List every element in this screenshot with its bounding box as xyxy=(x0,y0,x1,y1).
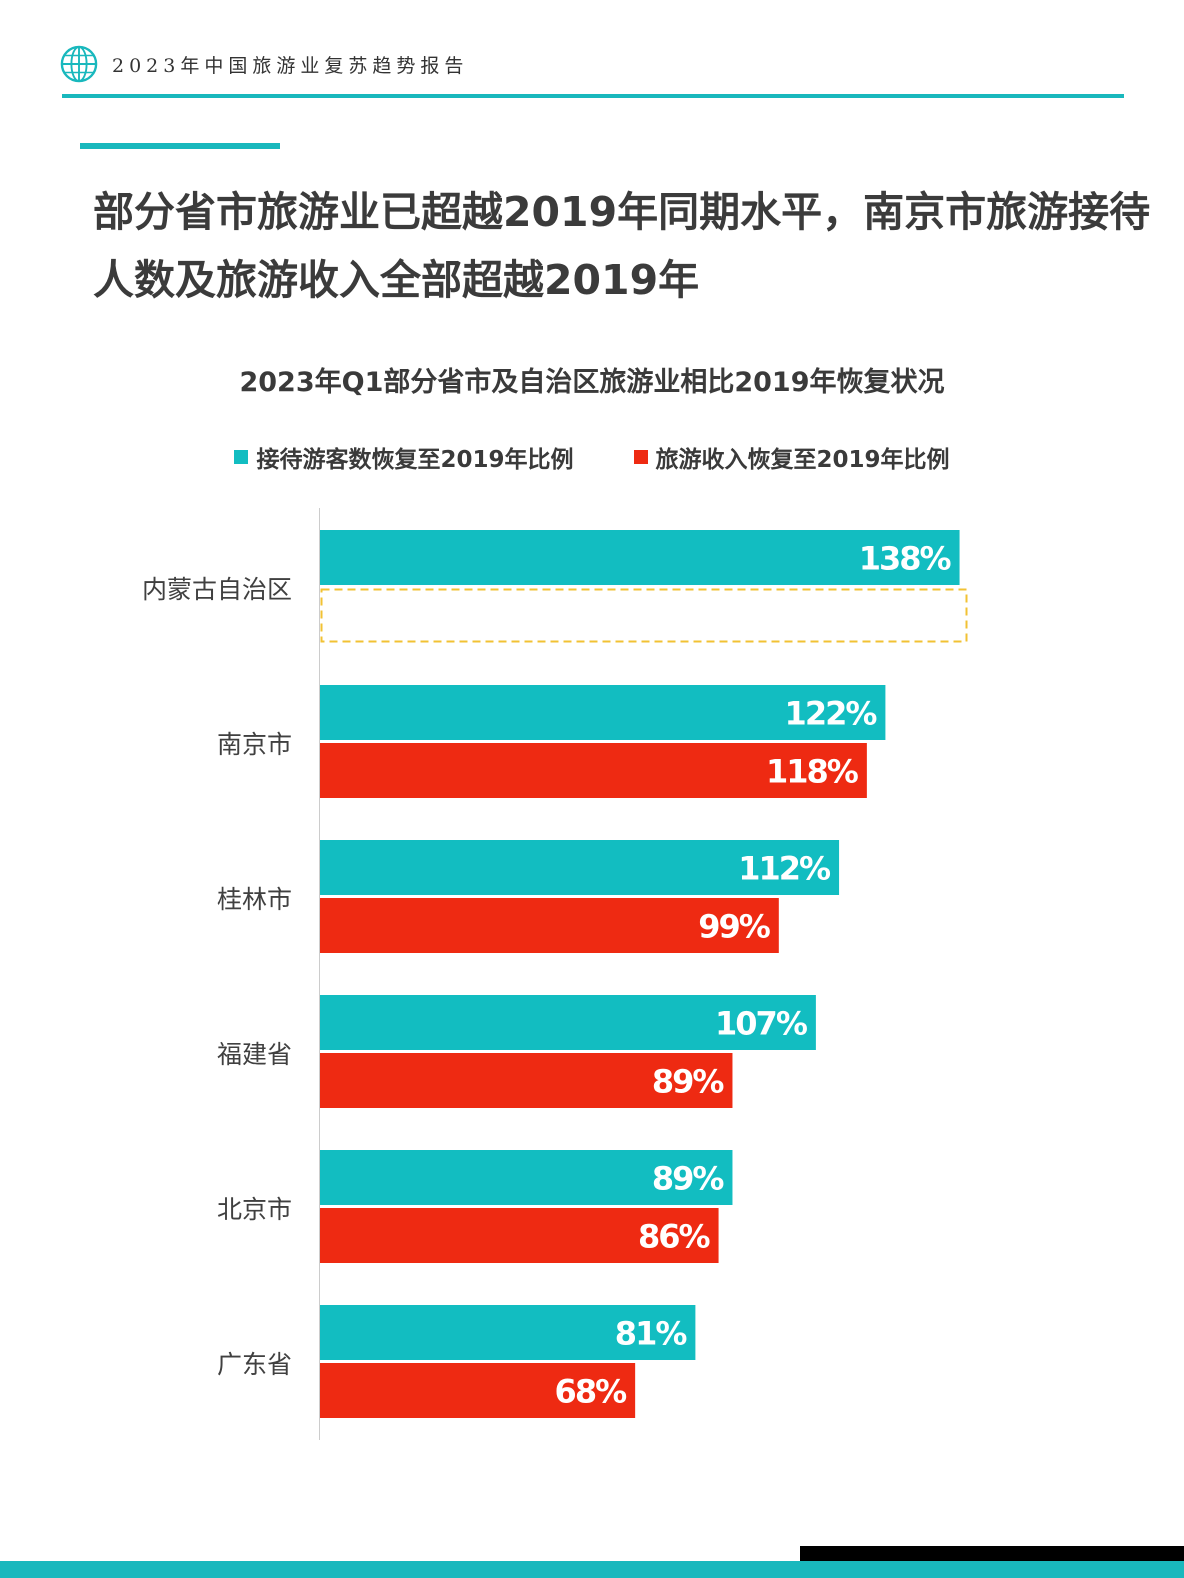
page-headline: 部分省市旅游业已超越2019年同期水平，南京市旅游接待人数及旅游收入全部超越20… xyxy=(93,188,1151,304)
legend-item-visitors: 接待游客数恢复至2019年比例 xyxy=(234,440,574,474)
legend-swatch-revenue xyxy=(633,450,648,464)
bar-visitors xyxy=(320,685,886,740)
legend-label-revenue: 旅游收入恢复至2019年比例 xyxy=(655,447,950,473)
bar-chart: 内蒙古自治区 138% 南京市 122% 118% 桂林市 112% 99% 福建省 107% 89… xyxy=(142,508,968,1440)
category-label: 广东省 xyxy=(217,1350,292,1379)
bar-visitors xyxy=(320,1150,733,1205)
legend-swatch-visitors xyxy=(234,450,249,464)
bar-visitors xyxy=(320,530,960,585)
report-title: 2023年中国旅游业复苏趋势报告 xyxy=(112,54,469,77)
data-label: 81% xyxy=(615,1315,688,1353)
data-label: 112% xyxy=(738,850,831,888)
data-label: 68% xyxy=(555,1373,628,1411)
data-label: 99% xyxy=(698,908,771,946)
bar-revenue xyxy=(320,1363,636,1418)
data-label: 107% xyxy=(715,1005,808,1043)
accent-bar xyxy=(80,143,280,149)
footer-band xyxy=(0,1561,1184,1578)
data-label: 138% xyxy=(859,540,952,578)
globe-icon xyxy=(60,45,98,83)
chart-title: 2023年Q1部分省市及自治区旅游业相比2019年恢复状况 xyxy=(239,367,945,398)
legend-item-revenue: 旅游收入恢复至2019年比例 xyxy=(633,440,950,474)
bar-visitors xyxy=(320,995,816,1050)
category-label: 福建省 xyxy=(217,1040,292,1069)
bar-revenue xyxy=(320,1053,733,1108)
data-label: 89% xyxy=(652,1160,725,1198)
bar-revenue xyxy=(320,898,779,953)
bar-revenue xyxy=(320,743,867,798)
data-label: 118% xyxy=(766,753,859,791)
header-divider xyxy=(62,94,1124,98)
category-label: 南京市 xyxy=(217,730,292,759)
bar-revenue xyxy=(320,1208,719,1263)
bar-visitors xyxy=(320,1305,696,1360)
bar-visitors xyxy=(320,840,840,895)
report-header: 2023年中国旅游业复苏趋势报告 xyxy=(60,44,468,84)
category-label: 桂林市 xyxy=(217,885,292,914)
data-label: 89% xyxy=(652,1063,725,1101)
category-label: 内蒙古自治区 xyxy=(142,575,292,604)
data-label: 86% xyxy=(638,1218,711,1256)
data-label: 122% xyxy=(785,695,878,733)
footer-bar-dark xyxy=(800,1546,1184,1561)
missing-data-outline xyxy=(320,588,968,643)
category-label: 北京市 xyxy=(217,1195,292,1224)
legend-label-visitors: 接待游客数恢复至2019年比例 xyxy=(256,447,574,473)
chart-legend: 接待游客数恢复至2019年比例 旅游收入恢复至2019年比例 xyxy=(0,440,1184,474)
